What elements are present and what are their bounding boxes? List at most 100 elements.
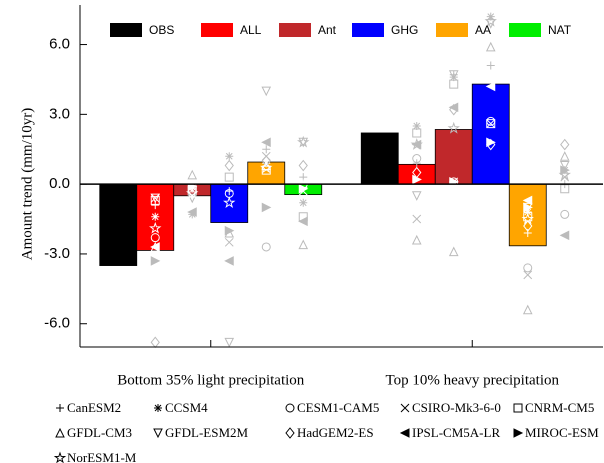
model-marker — [559, 151, 570, 161]
legend-swatch — [110, 23, 142, 37]
model-marker — [186, 186, 199, 199]
legend-label: GHG — [391, 23, 418, 37]
bar — [434, 129, 473, 185]
legend-swatch — [436, 23, 468, 37]
legend-label: AA — [475, 23, 491, 37]
model-marker — [486, 119, 496, 129]
bar — [471, 83, 510, 185]
model-marker — [298, 159, 308, 172]
model-legend-label: IPSL-CM5A-LR — [412, 425, 500, 440]
model-marker — [411, 191, 422, 201]
model-marker — [448, 70, 459, 80]
model-marker — [559, 230, 570, 241]
model-marker — [187, 193, 198, 204]
model-legend-label: GFDL-CM3 — [67, 425, 132, 440]
model-marker — [412, 214, 422, 224]
model-legend-marker — [285, 427, 295, 439]
model-marker — [187, 169, 198, 180]
model-marker — [560, 209, 570, 219]
model-marker — [224, 225, 235, 236]
model-marker — [150, 336, 160, 349]
model-marker — [261, 242, 271, 252]
model-legend-marker — [513, 403, 523, 413]
y-tick-label: 3.0 — [49, 105, 70, 122]
model-legend-marker — [400, 403, 410, 413]
model-marker — [448, 102, 459, 113]
legend-swatch — [201, 23, 233, 37]
model-marker — [412, 128, 422, 138]
bar — [360, 132, 399, 185]
model-legend-label: CNRM-CM5 — [525, 400, 594, 415]
model-marker — [560, 138, 570, 151]
legend-swatch — [509, 23, 541, 37]
model-legend-marker — [153, 428, 163, 439]
model-marker — [522, 304, 533, 315]
model-marker — [298, 216, 308, 227]
model-marker — [485, 41, 496, 52]
model-legend-label: NorESM1-M — [67, 450, 137, 463]
model-legend-marker — [53, 451, 67, 463]
model-marker — [447, 121, 460, 134]
model-marker — [298, 183, 309, 194]
model-marker — [260, 161, 273, 174]
model-marker — [261, 155, 271, 167]
model-legend-marker — [154, 404, 162, 412]
model-marker — [187, 207, 197, 217]
model-legend-marker — [285, 403, 295, 413]
model-marker — [299, 198, 308, 207]
model-marker — [522, 195, 533, 206]
model-marker — [411, 234, 422, 245]
model-marker — [559, 161, 570, 171]
model-legend-marker — [399, 428, 410, 438]
y-tick-label: -3.0 — [44, 245, 70, 262]
model-marker — [261, 86, 272, 97]
legend-swatch — [279, 23, 311, 37]
model-legend-label: HadGEM2-ES — [297, 425, 374, 440]
model-marker — [224, 159, 234, 172]
model-marker — [150, 256, 161, 266]
legend-label: OBS — [149, 23, 174, 37]
y-axis-label: Amount trend (mm/10yr) — [19, 108, 35, 260]
y-tick-label: -6.0 — [44, 315, 70, 332]
model-marker — [412, 174, 422, 185]
model-marker — [412, 121, 421, 130]
model-marker — [150, 193, 161, 204]
model-legend-marker — [513, 428, 524, 438]
model-marker — [449, 79, 459, 89]
model-marker — [224, 256, 234, 266]
model-marker — [558, 168, 571, 181]
model-legend-label: MIROC-ESM — [525, 425, 599, 440]
model-marker — [261, 202, 272, 213]
model-legend-marker — [55, 427, 65, 438]
model-legend-label: CanESM2 — [67, 400, 121, 415]
model-marker — [150, 242, 160, 252]
model-marker — [484, 14, 497, 27]
y-tick-label: 0.0 — [49, 175, 70, 192]
model-marker — [150, 195, 160, 205]
model-marker — [486, 119, 496, 129]
model-marker — [486, 137, 496, 148]
model-marker — [262, 145, 271, 154]
model-marker — [297, 135, 310, 148]
model-marker — [151, 212, 160, 221]
model-marker — [224, 172, 234, 182]
x-tick-label: Bottom 35% light precipitation — [117, 372, 305, 388]
model-marker — [485, 81, 496, 92]
y-tick-label: 6.0 — [49, 36, 70, 53]
bar — [99, 183, 138, 266]
model-marker — [410, 138, 423, 150]
model-marker — [150, 233, 160, 243]
model-marker — [223, 196, 236, 209]
model-marker — [412, 159, 421, 168]
x-tick-label: Top 10% heavy precipitation — [386, 372, 560, 388]
model-marker — [261, 137, 271, 148]
model-marker — [225, 152, 234, 161]
model-legend-marker — [56, 404, 64, 412]
model-marker — [523, 220, 533, 232]
model-marker — [486, 61, 495, 70]
model-marker — [298, 239, 309, 250]
model-legend-label: CCSM4 — [165, 400, 208, 415]
model-marker — [521, 212, 534, 225]
